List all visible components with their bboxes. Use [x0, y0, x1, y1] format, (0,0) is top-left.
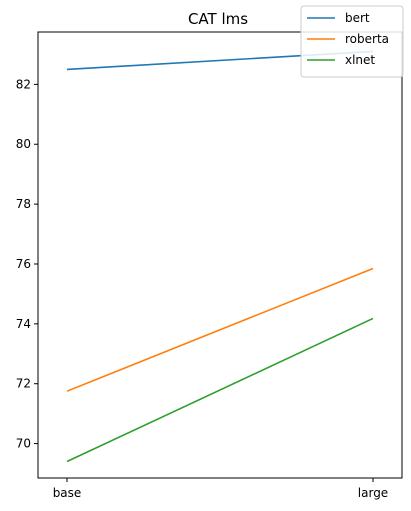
y-tick-label: 72 — [16, 377, 31, 391]
legend-label-bert: bert — [345, 11, 370, 25]
series-line-roberta — [66, 267, 374, 392]
y-tick-label: 78 — [16, 197, 31, 211]
axes-frame — [37, 31, 403, 479]
y-tick-label: 74 — [16, 317, 31, 331]
x-tick-label: large — [358, 486, 388, 500]
y-tick-label: 82 — [16, 77, 31, 91]
y-tick-label: 80 — [16, 137, 31, 151]
x-tick-label: base — [53, 486, 82, 500]
series-line-xlnet — [66, 317, 374, 463]
plot-area: 70 72 74 76 78 80 82 base large bert roberta xlnet — [16, 5, 404, 500]
legend: bert roberta xlnet — [300, 5, 404, 78]
legend-label-xlnet: xlnet — [345, 53, 375, 67]
legend-label-roberta: roberta — [345, 32, 389, 46]
y-tick-label: 76 — [16, 257, 31, 271]
chart-title: CAT lms — [188, 10, 248, 28]
y-tick-label: 70 — [16, 437, 31, 451]
